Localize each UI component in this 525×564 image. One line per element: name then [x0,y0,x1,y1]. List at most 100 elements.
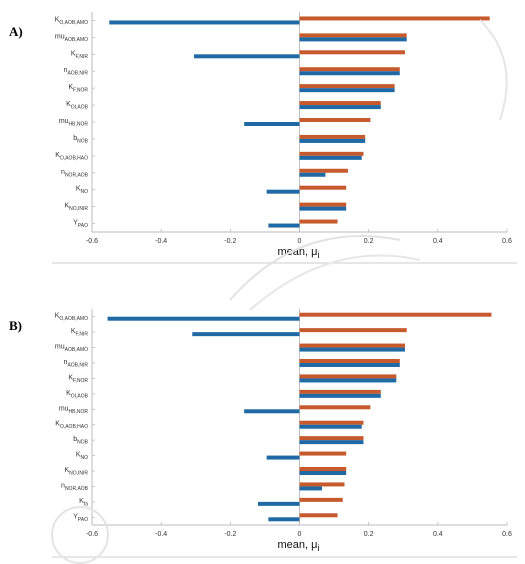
x-axis-label: mean, μi [278,246,320,260]
bar-series-a [299,389,381,394]
bar-series-a [299,374,397,379]
y-tick-label-subscript: NOB [77,138,89,144]
y-tick-label-main: K [71,50,76,57]
x-tick-label: 0.2 [364,238,374,245]
bar-series-a [299,50,405,55]
y-tick-label-main: mu [55,33,65,40]
y-tick-label: KNO [76,186,88,196]
bar-series-b [299,471,347,475]
x-tick-label: 0 [298,238,302,245]
y-tick-label: KNO [76,452,88,462]
y-tick-label-subscript: F,NIR [76,54,89,60]
y-tick-label: KOI,AOB [66,101,89,111]
y-tick-label: KNO,INIR [64,467,88,477]
bar-series-a [299,482,345,487]
x-tick-label: 0 [298,531,302,538]
bar-series-a [299,84,395,89]
panel-label: B) [9,318,22,333]
y-tick-label-subscript: NO,INIR [69,471,88,477]
bar-series-b [299,37,407,42]
x-axis-label-text: mean, μ [277,246,318,258]
y-tick-label-main: n [64,359,68,366]
x-tick-label: 0.6 [502,531,512,538]
y-tick-label: YPAO [73,513,88,523]
bar-series-a [299,513,338,518]
y-tick-label-subscript: O,AOB,HAO [60,424,88,430]
y-tick-label-subscript: PAO [78,517,88,523]
bar-series-a [299,451,347,456]
bar-series-b [299,440,364,445]
y-tick-label-main: mu [55,344,65,351]
y-tick-label-main: b [73,436,77,443]
bar-series-b [299,88,395,93]
bar-series-a [299,33,407,38]
y-tick-label-main: n [64,67,68,74]
y-tick-label-main: K [68,374,73,381]
y-tick-label-subscript: O,AOB,AMO [59,316,88,322]
bar-series-b [299,393,381,398]
bar-series-a [299,405,371,410]
bar-series-a [299,312,492,317]
y-tick-label-main: mu [59,118,69,125]
y-tick-label-main: K [64,467,69,474]
y-tick-label-subscript: O,AOB,AMO [59,20,88,26]
bar-series-b [194,54,300,59]
x-tick-label: 0.2 [364,531,374,538]
bar-series-a [299,359,400,363]
y-tick-label: KO,AOB,HAO [55,152,88,162]
x-tick-label: -0.2 [224,531,236,538]
y-tick-label: bNOB [73,436,88,446]
x-axis-label-text: mean, μ [277,539,318,551]
bar-series-b [299,486,322,491]
y-tick-label-subscript: AOB,NIR [67,71,88,77]
chart-panel-a: A) -0.6 -0.4 -0.2 0 0.2 0.4 0.6 KO,AOB,AMO muAOB… [0,0,525,270]
bar-series-b [107,316,300,321]
bar-series-b [299,363,400,367]
y-tick-label: KF,NOR [68,84,88,94]
x-tick-label: -0.4 [155,238,167,245]
y-tick-label-subscript: NOB [77,440,89,446]
y-tick-label-main: K [66,101,71,108]
y-tick-label-subscript: fa [84,501,88,507]
y-tick-label-main: K [55,152,60,159]
chart-panel-b: B) -0.6 -0.4 -0.2 0 0.2 0.4 0.6 KO,AOB,AMO KF,NI… [0,292,525,564]
y-tick-label-subscript: AOB,AMO [65,347,88,353]
x-axis-label-subscript: i [317,250,320,261]
y-tick-label-subscript: NO [81,189,89,195]
y-tick-label: Kfa [79,498,88,508]
y-tick-label-subscript: F,NOR [73,378,88,384]
bar-series-b [299,347,405,352]
bar-series-a [299,67,400,72]
bar-series-a [299,151,364,156]
y-tick-label-main: K [76,452,81,459]
bar-series-a [299,16,490,21]
bar-series-b [266,455,300,460]
bar-series-b [266,189,300,194]
y-tick-label: nNOR,AOB [61,169,89,179]
bar-series-a [299,202,347,207]
bar-series-b [268,223,300,228]
bar-series-a [299,328,407,333]
x-tick-label: -0.2 [224,238,236,245]
bar-series-a [299,343,405,348]
bar-series-a [299,185,347,190]
y-tick-label-main: n [61,169,65,176]
y-tick-label-subscript: O,AOB,HAO [60,155,88,161]
bar-series-b [299,138,366,143]
bar-series-b [244,122,300,126]
bar-series-b [299,206,347,211]
bar-series-b [299,424,362,429]
bar-series-a [299,168,348,173]
y-tick-label-main: K [71,328,76,335]
y-tick-label: YPAO [73,220,88,230]
y-tick-label-main: K [76,186,81,193]
y-tick-label-subscript: OI,AOB [71,105,89,111]
y-tick-label-subscript: NOR,AOB [65,172,89,178]
y-tick-label: muHB,NOR [59,405,89,415]
bar-series-b [299,71,400,76]
x-axis-label-subscript: i [317,543,320,554]
x-axis-label: mean, μi [278,539,320,553]
y-tick-label: muHB,NOR [59,118,89,128]
y-tick-label-main: Y [73,220,78,227]
y-tick-label: KF,NIR [71,50,89,60]
